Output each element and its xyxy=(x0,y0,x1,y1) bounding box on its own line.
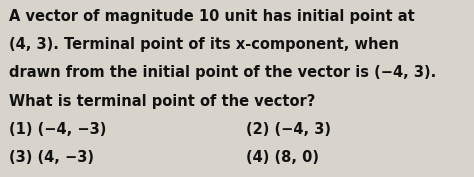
Text: (2) (−4, 3): (2) (−4, 3) xyxy=(246,122,331,137)
Text: (4, 3). Terminal point of its x-component, when: (4, 3). Terminal point of its x-componen… xyxy=(9,37,400,52)
Text: What is terminal point of the vector?: What is terminal point of the vector? xyxy=(9,94,316,109)
Text: (4) (8, 0): (4) (8, 0) xyxy=(246,150,319,165)
Text: drawn from the initial point of the vector is (−4, 3).: drawn from the initial point of the vect… xyxy=(9,65,437,81)
Text: A vector of magnitude 10 unit has initial point at: A vector of magnitude 10 unit has initia… xyxy=(9,9,415,24)
Text: (1) (−4, −3): (1) (−4, −3) xyxy=(9,122,107,137)
Text: (3) (4, −3): (3) (4, −3) xyxy=(9,150,94,165)
